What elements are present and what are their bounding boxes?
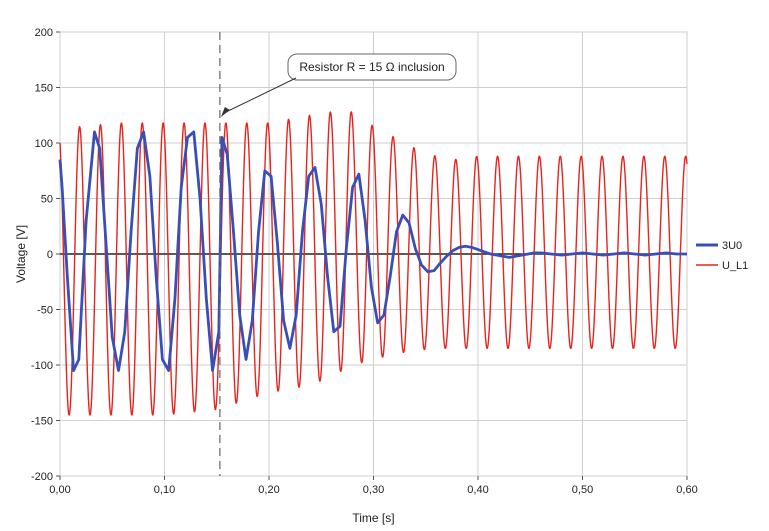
x-tick-label: 0,30: [363, 484, 384, 496]
annotation-box: [287, 53, 457, 81]
annotation-group: Resistor R = 15 Ω inclusion: [219, 32, 457, 476]
annotation-arrowhead: [220, 107, 230, 117]
y-tick-label: -50: [37, 305, 53, 317]
y-axis-title: Voltage [V]: [14, 225, 28, 283]
y-tick-label: -150: [31, 416, 53, 428]
y-tick-label: -200: [31, 471, 53, 483]
legend: 3U0 U_L1: [694, 237, 764, 279]
y-tick-label: 0: [47, 249, 53, 261]
series-group: [58, 111, 688, 416]
x-tick-label: 0,40: [467, 484, 488, 496]
x-tick-label: 0,00: [49, 484, 70, 496]
y-tick-label: 150: [35, 83, 53, 95]
y-tick-label: 200: [35, 27, 53, 39]
x-axis-title: Time [s]: [352, 511, 394, 525]
y-tick-label: 100: [35, 138, 53, 150]
series-line-u-l1: [59, 111, 688, 416]
legend-label: U_L1: [722, 260, 748, 272]
x-tick-label: 0,50: [572, 484, 593, 496]
annotation-text: Resistor R = 15 Ω inclusion: [299, 60, 444, 74]
y-tick-label: 50: [41, 194, 53, 206]
x-tick-label: 0,60: [676, 484, 697, 496]
series-line-3u0: [58, 130, 687, 372]
y-tick-label: -100: [31, 360, 53, 372]
ticks-group: 0,00 0,10 0,20 0,30 0,40 0,50 0,60 -200 -150 -100…: [31, 27, 698, 496]
x-tick-label: 0,10: [154, 484, 175, 496]
legend-label: 3U0: [722, 240, 742, 252]
annotation-arrow: [223, 77, 297, 114]
x-tick-label: 0,20: [258, 484, 279, 496]
